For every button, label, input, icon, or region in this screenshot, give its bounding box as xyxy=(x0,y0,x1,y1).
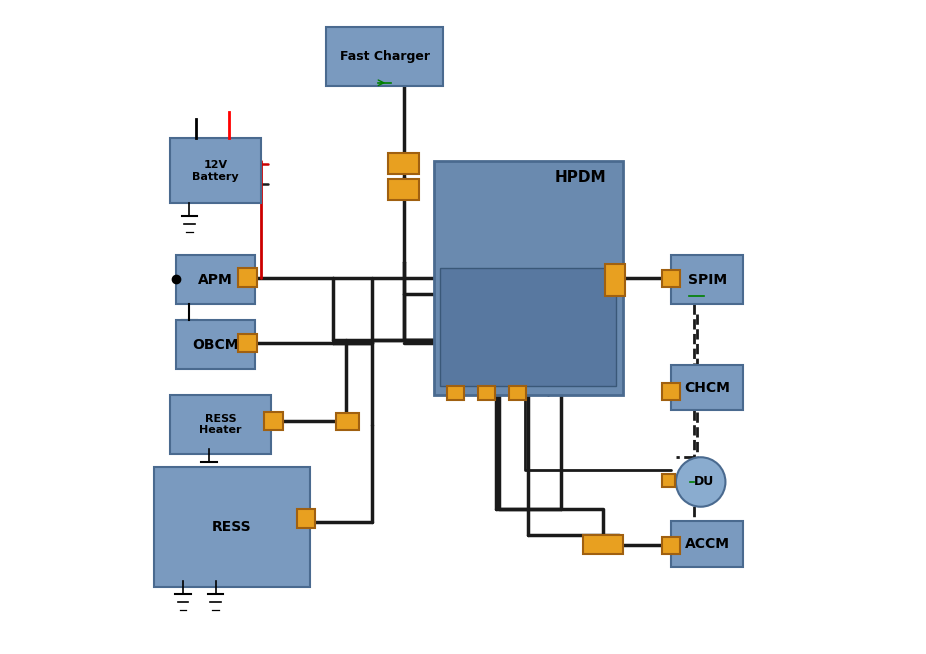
FancyBboxPatch shape xyxy=(388,179,419,200)
Text: ACCM: ACCM xyxy=(684,537,730,551)
FancyBboxPatch shape xyxy=(336,413,358,430)
Text: CHCM: CHCM xyxy=(684,381,730,394)
FancyBboxPatch shape xyxy=(671,365,743,410)
FancyBboxPatch shape xyxy=(447,386,464,400)
FancyBboxPatch shape xyxy=(671,521,743,566)
FancyBboxPatch shape xyxy=(297,509,315,528)
Text: HPDM: HPDM xyxy=(555,170,606,184)
FancyBboxPatch shape xyxy=(238,334,257,352)
Text: DU: DU xyxy=(694,475,714,489)
Text: APM: APM xyxy=(198,273,233,287)
FancyBboxPatch shape xyxy=(605,264,624,296)
FancyBboxPatch shape xyxy=(265,411,282,430)
Text: 12V
Battery: 12V Battery xyxy=(193,160,239,182)
FancyBboxPatch shape xyxy=(388,153,419,174)
FancyBboxPatch shape xyxy=(440,268,616,386)
FancyBboxPatch shape xyxy=(177,255,255,304)
FancyBboxPatch shape xyxy=(661,383,680,400)
FancyBboxPatch shape xyxy=(508,386,526,400)
FancyBboxPatch shape xyxy=(671,255,743,304)
Text: Fast Charger: Fast Charger xyxy=(340,50,430,63)
Text: RESS
Heater: RESS Heater xyxy=(199,414,242,436)
FancyBboxPatch shape xyxy=(433,161,622,396)
FancyBboxPatch shape xyxy=(583,536,622,554)
FancyBboxPatch shape xyxy=(177,320,255,370)
Text: RESS: RESS xyxy=(212,520,252,534)
FancyBboxPatch shape xyxy=(170,138,261,203)
FancyBboxPatch shape xyxy=(661,474,675,487)
Circle shape xyxy=(676,457,725,507)
FancyBboxPatch shape xyxy=(238,268,257,286)
FancyBboxPatch shape xyxy=(170,396,271,454)
FancyBboxPatch shape xyxy=(326,27,444,86)
FancyBboxPatch shape xyxy=(661,269,680,286)
FancyBboxPatch shape xyxy=(661,537,680,554)
Text: OBCM: OBCM xyxy=(193,338,239,352)
FancyBboxPatch shape xyxy=(154,467,310,587)
FancyBboxPatch shape xyxy=(478,386,494,400)
Text: SPIM: SPIM xyxy=(688,273,727,287)
